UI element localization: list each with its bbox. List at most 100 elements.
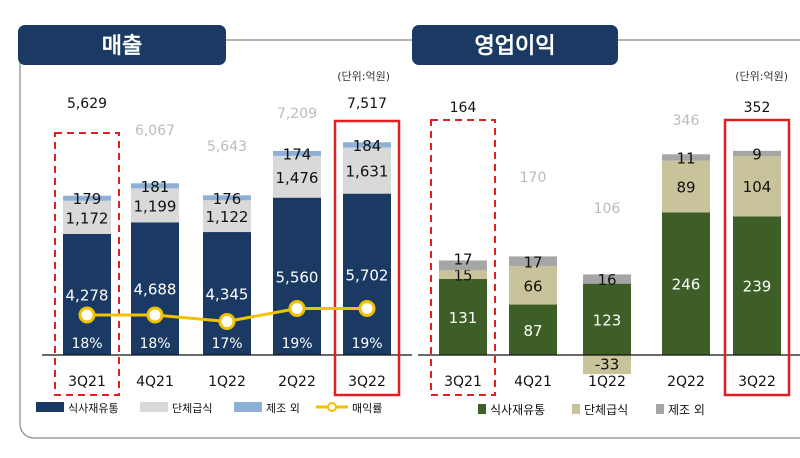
segment-label: 246 (672, 276, 701, 294)
bar-segment (583, 274, 631, 284)
bar-segment (733, 216, 781, 355)
bar-segment (509, 256, 557, 267)
margin-point (358, 300, 376, 317)
segment-label: 1,476 (276, 169, 319, 187)
highlight-dashed (54, 132, 120, 396)
legend-marker (327, 402, 337, 412)
category-label: 3Q22 (348, 374, 386, 390)
bar-segment (583, 355, 631, 375)
bar-segment (509, 304, 557, 355)
total-label: 106 (594, 201, 621, 217)
segment-label: 1,122 (206, 208, 249, 226)
segment-label: 4,688 (134, 281, 177, 299)
legend-swatch (234, 402, 262, 412)
margin-point (288, 300, 306, 317)
total-label: 6,067 (135, 123, 175, 139)
category-label: 3Q21 (68, 374, 106, 390)
segment-label: 9 (752, 145, 762, 163)
segment-label: 87 (523, 322, 542, 340)
segment-label: 11 (676, 150, 695, 168)
margin-label: 17% (211, 336, 242, 352)
bar-segment (273, 150, 321, 156)
legend-swatch (572, 404, 580, 414)
bar-segment (439, 260, 487, 271)
legend-label: 식사재유통 (490, 403, 545, 417)
segment-label: 179 (73, 190, 102, 208)
bar-segment (131, 183, 179, 189)
bar-segment (509, 266, 557, 305)
segment-label: 17 (523, 253, 542, 271)
segment-label: 131 (449, 309, 478, 327)
segment-label: 1,172 (66, 209, 109, 227)
bar-segment (733, 156, 781, 217)
total-label: 7,209 (277, 106, 317, 122)
category-label: 3Q22 (738, 374, 776, 390)
margin-label: 19% (281, 336, 312, 352)
segment-label: 174 (283, 145, 312, 163)
segment-label: 4,345 (206, 286, 249, 304)
margin-label: 18% (71, 336, 102, 352)
segment-label: 17 (453, 251, 472, 269)
segment-label: 181 (141, 178, 170, 196)
total-label: 346 (673, 113, 700, 129)
total-label: 5,629 (67, 96, 107, 112)
bar-segment (131, 222, 179, 355)
segment-label: 89 (676, 179, 695, 197)
bar-segment (131, 188, 179, 223)
total-label: 352 (744, 100, 771, 116)
bar-segment (203, 200, 251, 233)
bar-segment (203, 232, 251, 355)
highlight-dashed (430, 119, 496, 396)
category-label: 4Q21 (136, 374, 174, 390)
bar-segment (273, 155, 321, 198)
legend-label: 단체급식 (172, 402, 212, 415)
op-profit-header (412, 25, 618, 65)
category-label: 2Q22 (278, 374, 316, 390)
segment-label: 16 (597, 271, 616, 289)
unit-label-right: (단위:억원) (735, 70, 788, 83)
category-label: 1Q22 (208, 374, 246, 390)
category-label: 3Q21 (444, 374, 482, 390)
bar-segment (63, 233, 111, 355)
margin-point (218, 313, 236, 330)
bar-segment (439, 279, 487, 355)
segment-label: 1,199 (134, 197, 177, 215)
legend-swatch (36, 402, 64, 412)
segment-label: 4,278 (66, 286, 109, 304)
legend-swatch (140, 402, 168, 412)
bar-segment (583, 283, 631, 355)
segment-label: 176 (213, 190, 242, 208)
segment-label: 1,631 (346, 163, 389, 181)
legend-label: 매익률 (352, 402, 382, 415)
category-label: 2Q22 (667, 374, 705, 390)
bar-segment (63, 200, 111, 234)
bar-segment (662, 160, 710, 213)
op-profit-title: 영업이익 (475, 34, 556, 59)
legend-label: 식사재유통 (68, 402, 119, 415)
segment-label: 5,560 (276, 268, 319, 286)
total-label: 164 (450, 100, 477, 116)
bar-segment (273, 197, 321, 355)
total-label: 7,517 (347, 96, 387, 112)
bar-segment (662, 212, 710, 355)
segment-label: -33 (595, 356, 620, 374)
bar-segment (203, 195, 251, 201)
bar-segment (733, 150, 781, 157)
segment-label: 15 (453, 267, 472, 285)
bar-segment (662, 154, 710, 161)
revenue-header (18, 25, 226, 65)
total-label: 170 (520, 170, 547, 186)
margin-point (146, 306, 164, 324)
category-label: 4Q21 (514, 374, 552, 390)
highlight-solid (333, 119, 401, 397)
bar-segment (343, 147, 391, 194)
bar-segment (439, 270, 487, 280)
bar-segment (343, 142, 391, 148)
bar-segment (343, 193, 391, 355)
segment-label: 184 (353, 137, 382, 155)
segment-label: 104 (743, 178, 772, 196)
legend-swatch (478, 404, 486, 414)
segment-label: 239 (743, 278, 772, 296)
legend-label: 제조 외 (266, 402, 300, 415)
